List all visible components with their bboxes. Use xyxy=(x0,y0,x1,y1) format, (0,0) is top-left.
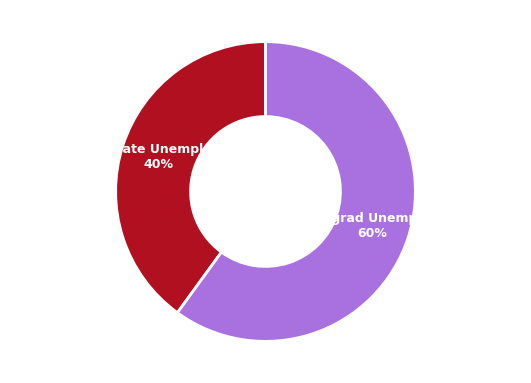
Wedge shape xyxy=(116,42,266,313)
Text: Graduate Unemployed
40%: Graduate Unemployed 40% xyxy=(80,143,237,171)
Wedge shape xyxy=(177,42,415,341)
Text: Undergrad Unemployed
60%: Undergrad Unemployed 60% xyxy=(289,212,456,240)
